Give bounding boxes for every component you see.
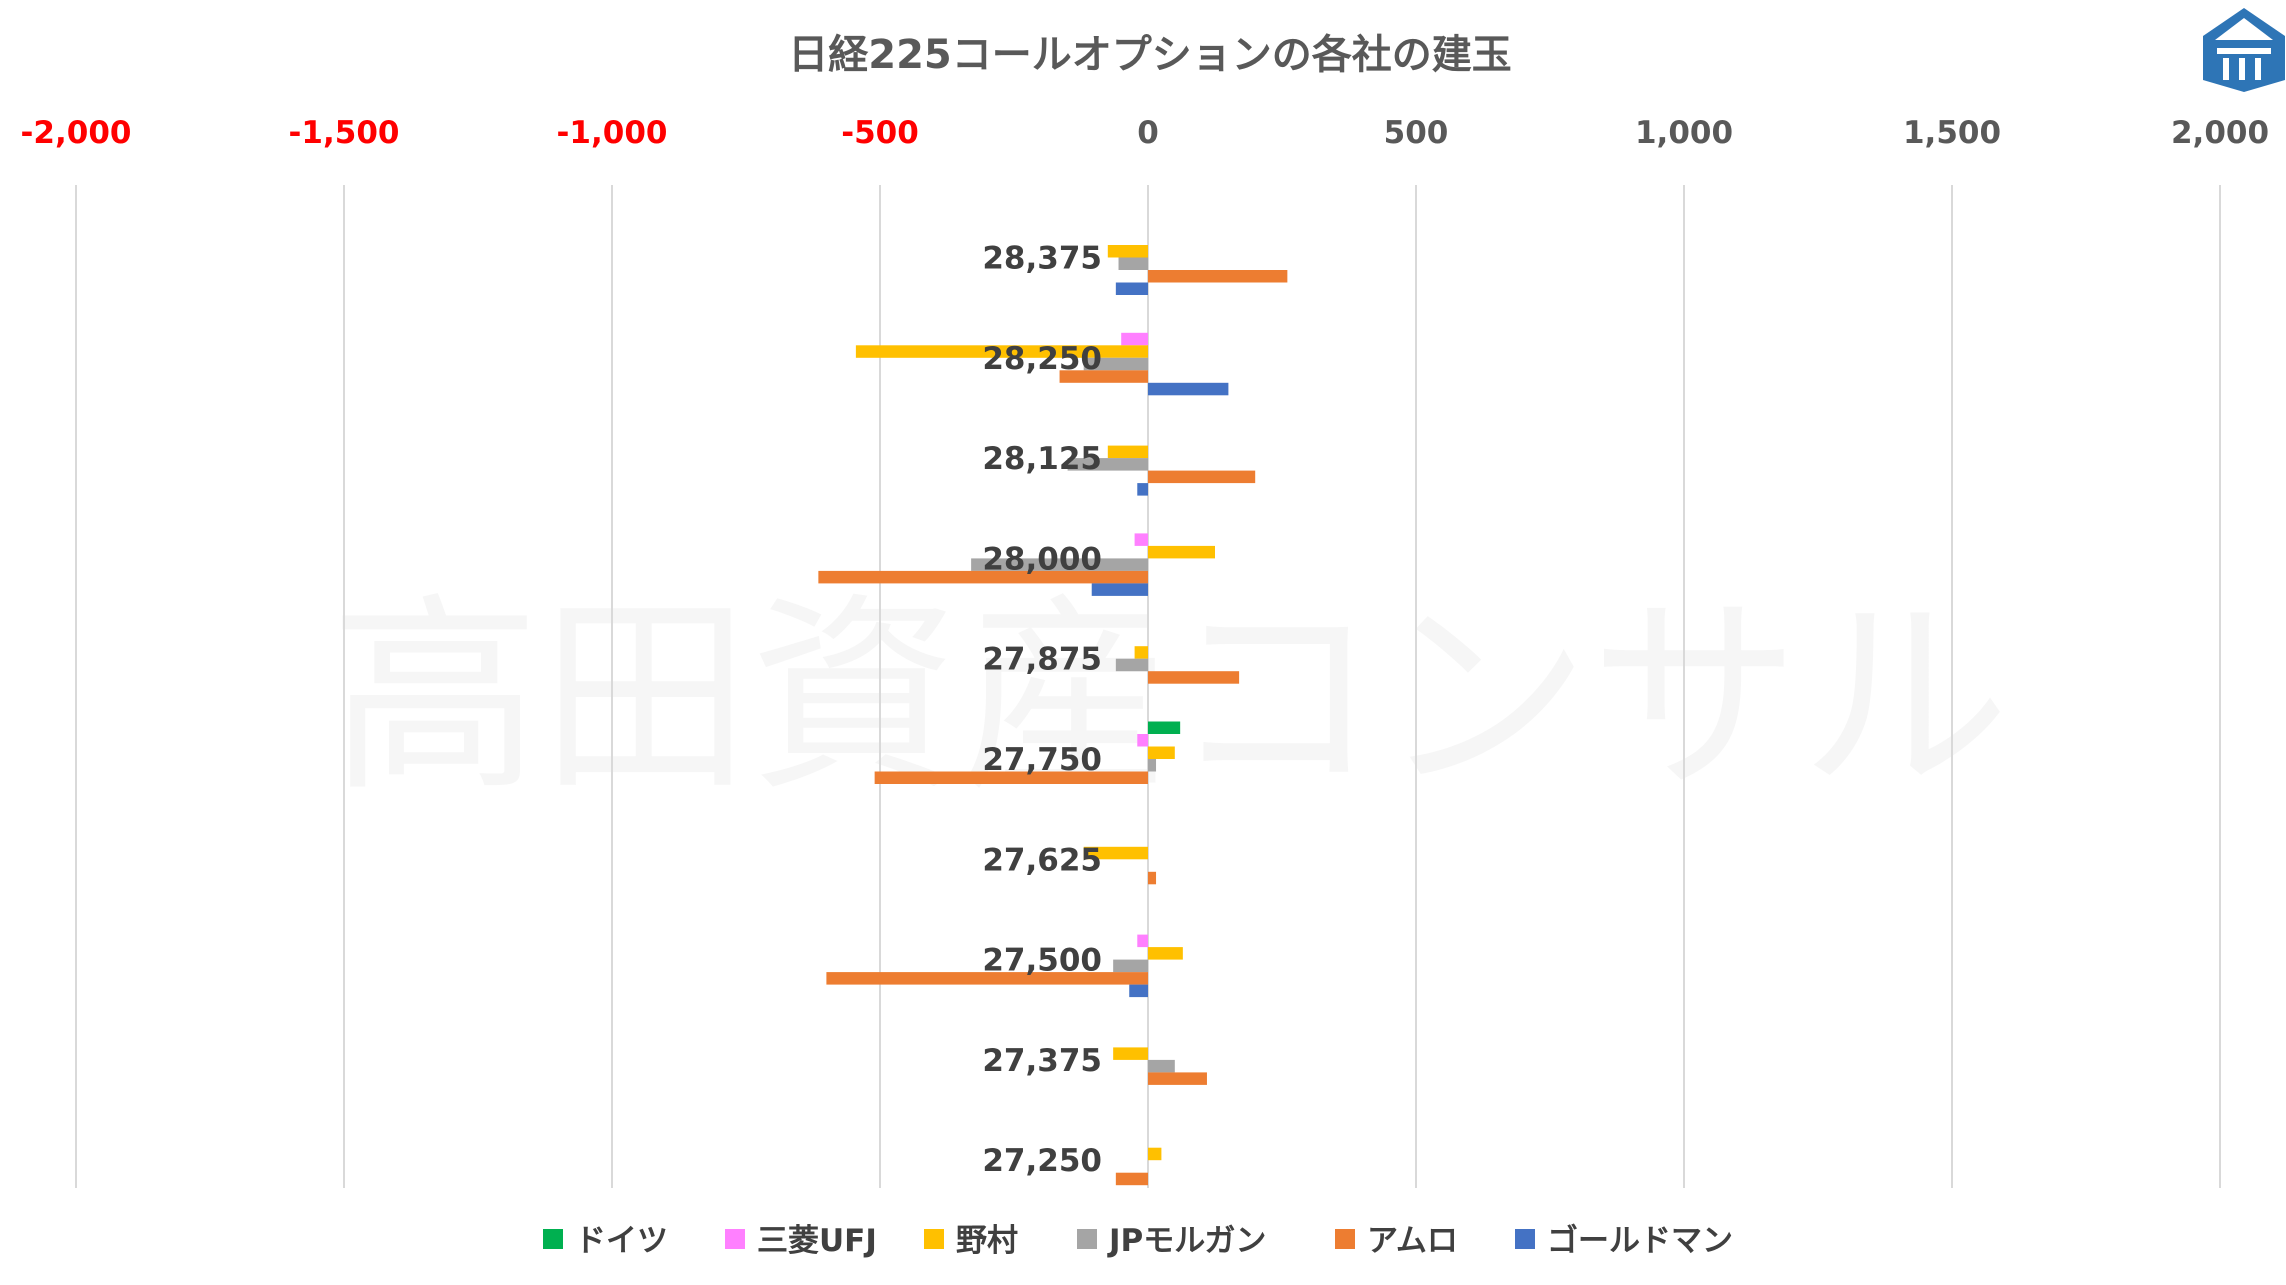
category-label: 28,125: [982, 441, 1102, 477]
legend-label: アムロ: [1367, 1223, 1458, 1259]
legend: ドイツ 三菱UFJ 野村 JPモルガン アムロ ゴールドマン: [543, 1223, 1733, 1259]
bar: [1134, 646, 1148, 659]
legend-swatch: [1515, 1229, 1535, 1249]
company-logo-icon: [2203, 8, 2285, 92]
bar: [1115, 282, 1148, 295]
bar: [1148, 1072, 1207, 1085]
bar: [1113, 1047, 1148, 1060]
bar: [1083, 846, 1148, 860]
bar: [1059, 370, 1148, 383]
bar: [1148, 470, 1256, 484]
x-tick-label: 1,500: [1903, 115, 2001, 151]
category-label: 27,250: [982, 1143, 1102, 1179]
bar: [874, 771, 1148, 784]
legend-label: ドイツ: [575, 1223, 668, 1259]
x-tick-label: 0: [1137, 115, 1159, 151]
category-labels: 28,375 28,250 28,125 28,000 27,875 27,750 27,6…: [982, 241, 1102, 1180]
bar: [1118, 257, 1148, 270]
bar: [1134, 533, 1148, 546]
bars: [818, 245, 1288, 1186]
watermark-text: 高田資産コンサル: [330, 575, 2010, 820]
legend-label: 三菱UFJ: [757, 1223, 877, 1259]
legend-swatch: [1335, 1229, 1355, 1249]
category-label: 27,625: [982, 842, 1102, 878]
x-tick-label: -2,000: [21, 115, 132, 151]
bar: [1137, 734, 1148, 747]
bar: [1137, 934, 1148, 948]
bar: [1115, 1172, 1148, 1186]
category-label: 28,000: [982, 541, 1102, 577]
bar: [1083, 357, 1148, 371]
bar: [1107, 245, 1148, 258]
bar: [971, 558, 1148, 571]
bar: [1121, 332, 1148, 346]
x-tick-label: -1,000: [557, 115, 668, 151]
bar: [1113, 959, 1148, 973]
legend-swatch: [924, 1229, 944, 1249]
category-label: 27,875: [982, 642, 1102, 678]
legend-label: 野村: [956, 1223, 1018, 1259]
bar: [1148, 1147, 1162, 1161]
x-tick-label: 1,000: [1635, 115, 1733, 151]
bar: [1067, 458, 1148, 471]
bar: [1129, 984, 1148, 998]
bar: [818, 570, 1148, 584]
bar: [855, 345, 1148, 358]
bar: [1148, 759, 1157, 772]
legend-label: JPモルガン: [1107, 1223, 1266, 1259]
category-label: 27,750: [982, 742, 1102, 778]
category-label: 27,500: [982, 943, 1102, 979]
category-label: 27,375: [982, 1043, 1102, 1079]
category-label: 28,375: [982, 241, 1102, 277]
x-axis-tick-labels: -2,000 -1,500 -1,000 -500 0 500 1,000 1,500 2,00…: [21, 115, 2269, 151]
legend-label: ゴールドマン: [1547, 1223, 1733, 1259]
bar: [1148, 382, 1229, 396]
legend-swatch: [1077, 1229, 1097, 1249]
legend-swatch: [543, 1229, 563, 1249]
bar: [1115, 658, 1148, 672]
bar: [1148, 671, 1240, 684]
bar: [1148, 270, 1288, 283]
x-tick-label: 500: [1384, 115, 1449, 151]
bar: [1148, 947, 1183, 960]
bar: [1148, 871, 1157, 885]
bar: [1148, 1059, 1175, 1073]
category-label: 28,250: [982, 341, 1102, 377]
x-tick-label: -1,500: [289, 115, 400, 151]
bar: [1091, 583, 1148, 596]
x-tick-label: 2,000: [2171, 115, 2269, 151]
bar: [1148, 721, 1181, 734]
legend-swatch: [725, 1229, 745, 1249]
bar: [1148, 545, 1215, 559]
chart-title: 日経225コールオプションの各社の建玉: [788, 32, 1512, 78]
bar: [1137, 483, 1148, 496]
bar: [1107, 445, 1148, 459]
bar: [826, 972, 1148, 985]
bar: [1148, 746, 1175, 759]
x-tick-label: -500: [841, 115, 919, 151]
